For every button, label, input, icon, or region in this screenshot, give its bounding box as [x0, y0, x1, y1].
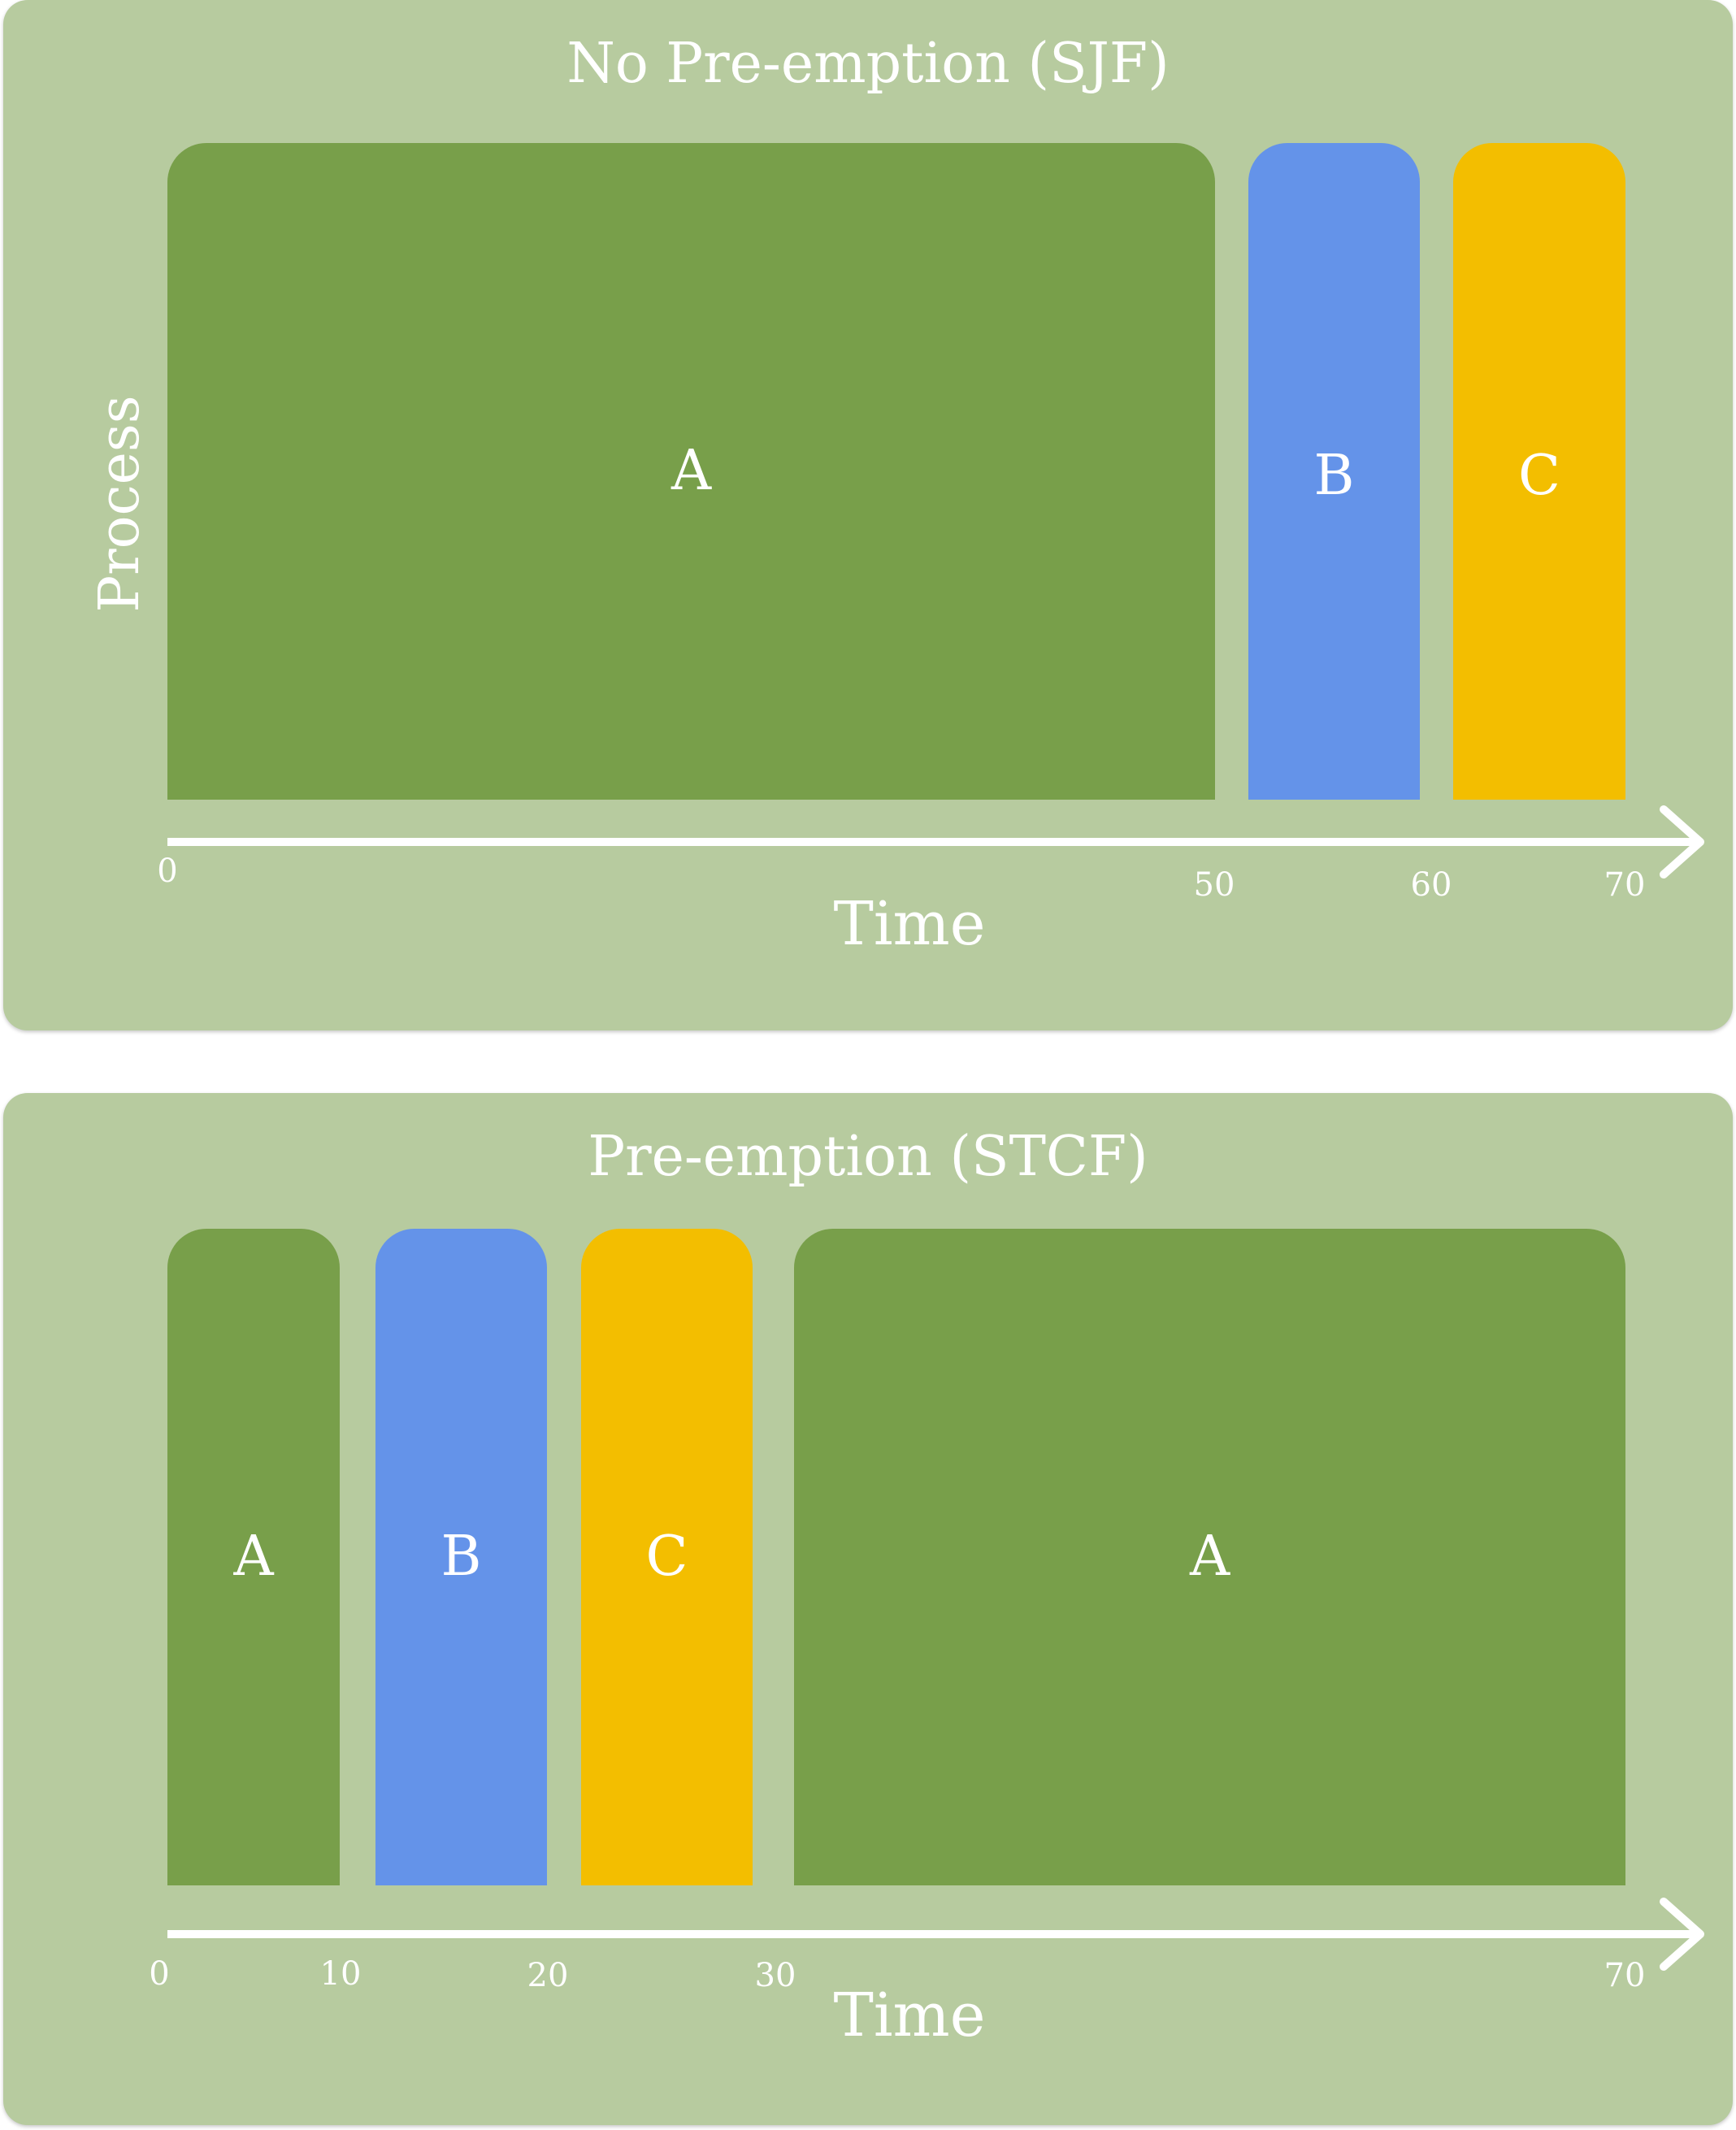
panel-title: Pre-emption (STCF): [588, 1125, 1148, 1189]
arrow-right-icon: [1660, 805, 1704, 878]
tick-label: 0: [149, 1955, 170, 1993]
process-a-bar: A: [167, 143, 1215, 800]
stcf-panel: Pre-emption (STCF) A B C A 0 10 20 30 70…: [3, 1093, 1733, 2125]
tick-label: 10: [319, 1955, 362, 1993]
process-c-bar: C: [1453, 143, 1625, 800]
process-a-bar: A: [794, 1229, 1625, 1885]
process-c-label: C: [645, 1525, 688, 1589]
process-c-label: C: [1517, 444, 1561, 508]
sjf-panel: No Pre-emption (SJF) Process A B C 0 50 …: [3, 0, 1733, 1030]
tick-label: 20: [527, 1957, 569, 1994]
process-c-bar: C: [581, 1229, 753, 1885]
time-axis-line: [167, 838, 1699, 846]
x-axis-label: Time: [833, 889, 986, 959]
panel-title: No Pre-emption (SJF): [566, 32, 1170, 96]
tick-label: 70: [1604, 1957, 1646, 1994]
tick-label: 0: [157, 852, 178, 890]
tick-label: 60: [1410, 866, 1452, 904]
x-axis-label: Time: [833, 1980, 986, 2050]
tick-label: 30: [754, 1957, 796, 1994]
process-a-bar: A: [167, 1229, 340, 1885]
process-a-label: A: [233, 1525, 274, 1589]
process-a-label: A: [1189, 1525, 1230, 1589]
process-b-bar: B: [1248, 143, 1420, 800]
process-a-label: A: [671, 439, 712, 503]
process-b-label: B: [441, 1525, 482, 1589]
y-axis-label: Process: [88, 395, 152, 613]
tick-label: 50: [1193, 866, 1235, 904]
tick-label: 70: [1604, 866, 1646, 904]
process-b-label: B: [1313, 444, 1355, 508]
arrow-right-icon: [1660, 1898, 1704, 1971]
time-axis-line: [167, 1930, 1699, 1938]
process-b-bar: B: [375, 1229, 547, 1885]
